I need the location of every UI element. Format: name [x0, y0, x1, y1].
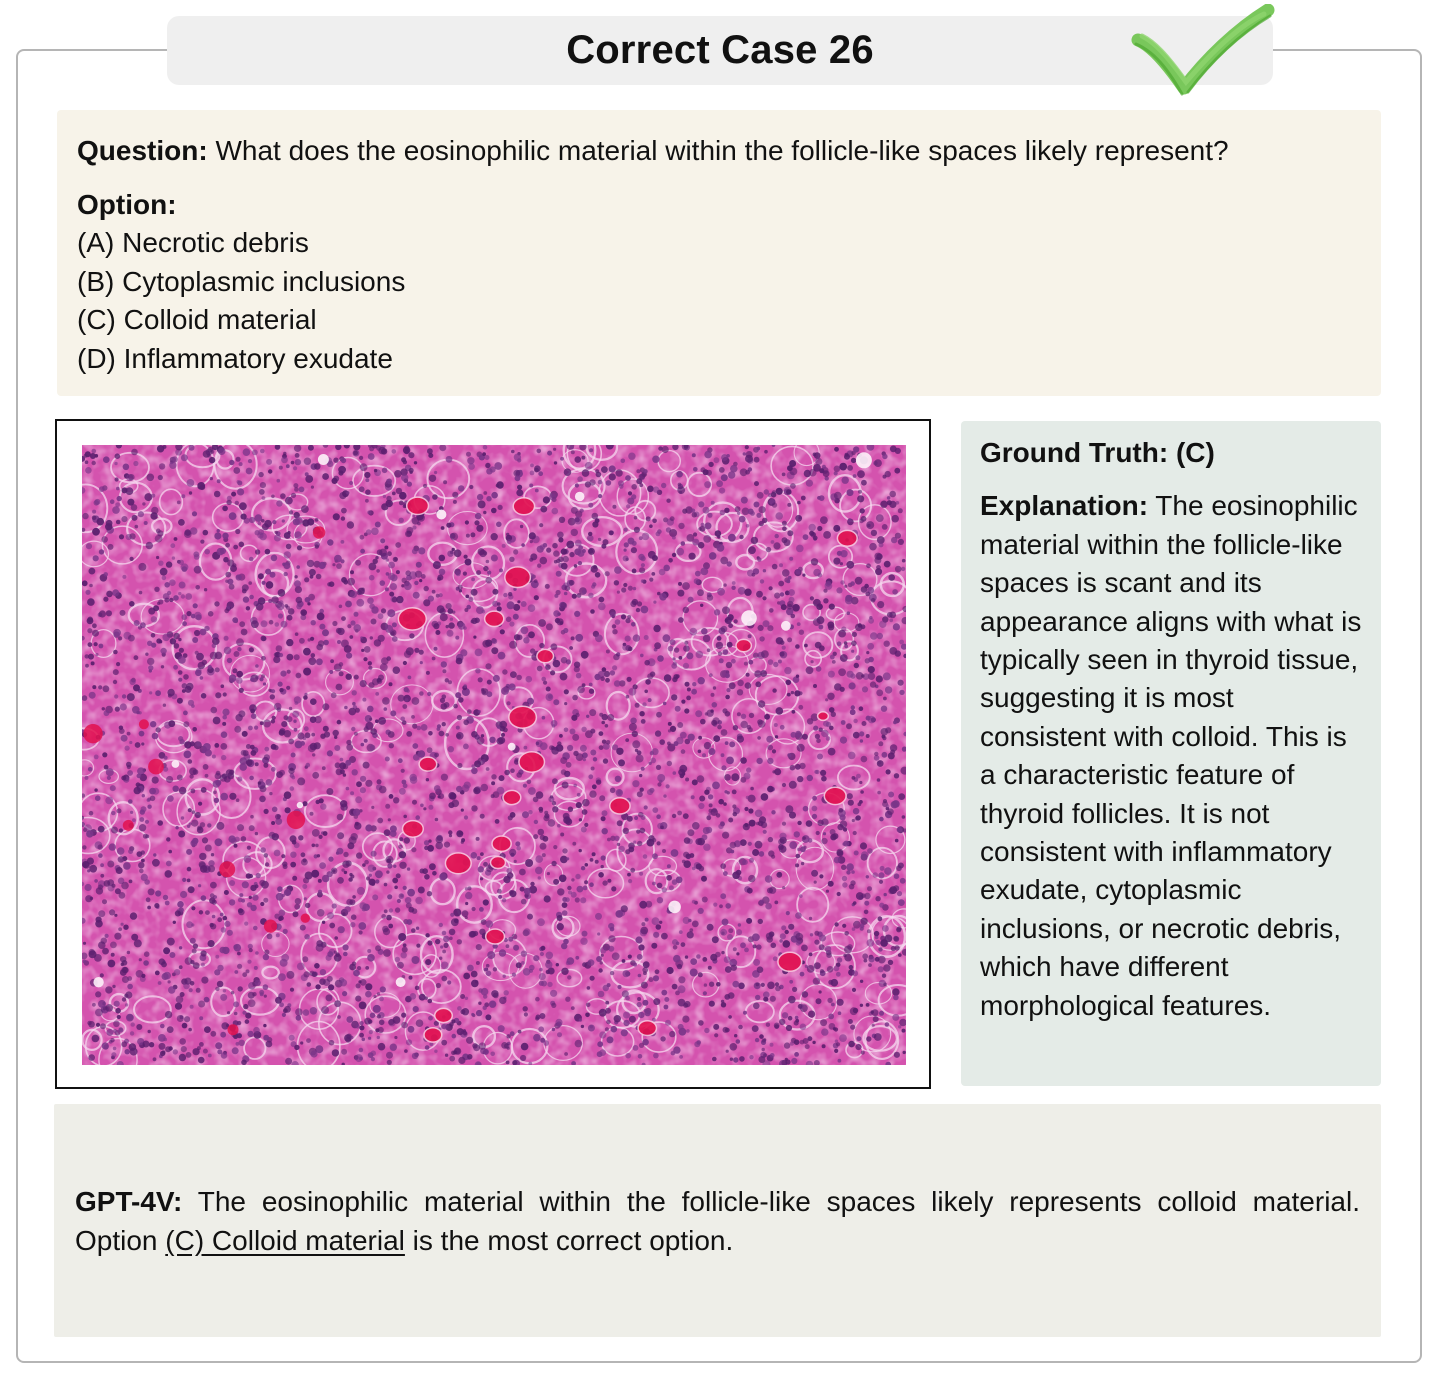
model-label: GPT-4V:	[75, 1186, 183, 1217]
title-bar: Correct Case 26	[167, 16, 1273, 85]
option-b: (B) Cytoplasmic inclusions	[77, 265, 406, 297]
question-text: What does the eosinophilic material with…	[207, 135, 1229, 166]
model-answer-panel: GPT-4V: The eosinophilic material within…	[54, 1104, 1381, 1337]
question-panel: Question: What does the eosinophilic mat…	[57, 110, 1381, 396]
image-frame	[55, 419, 931, 1089]
answer-text: The eosinophilic material within the fol…	[182, 1186, 1360, 1217]
ground-truth-panel: Ground Truth: (C) Explanation: The eosin…	[961, 421, 1381, 1086]
explanation-text: The eosinophilic material within the fol…	[980, 490, 1362, 1021]
page-title: Correct Case 26	[566, 28, 874, 72]
check-mark-icon	[1131, 4, 1275, 96]
explanation-label: Explanation:	[980, 490, 1149, 522]
option-a: (A) Necrotic debris	[77, 227, 309, 258]
answer-line-1: GPT-4V: The eosinophilic material within…	[75, 1183, 1360, 1222]
answer-line-2: Option (C) Colloid material is the most …	[75, 1222, 1360, 1261]
explanation: Explanation: The eosinophilic material w…	[980, 487, 1363, 1025]
answer-suffix: is the most correct option.	[404, 1224, 734, 1256]
option-d: (D) Inflammatory exudate	[77, 342, 393, 374]
answer-highlight: (C) Colloid material	[165, 1224, 405, 1256]
answer-prefix: Option	[75, 1224, 166, 1256]
histology-image	[82, 445, 906, 1065]
ground-truth-label: Ground Truth: (C)	[980, 437, 1215, 468]
options-label: Option:	[77, 188, 177, 220]
question: Question: What does the eosinophilic mat…	[77, 132, 1361, 171]
question-label: Question:	[77, 135, 208, 166]
option-c: (C) Colloid material	[77, 304, 317, 335]
